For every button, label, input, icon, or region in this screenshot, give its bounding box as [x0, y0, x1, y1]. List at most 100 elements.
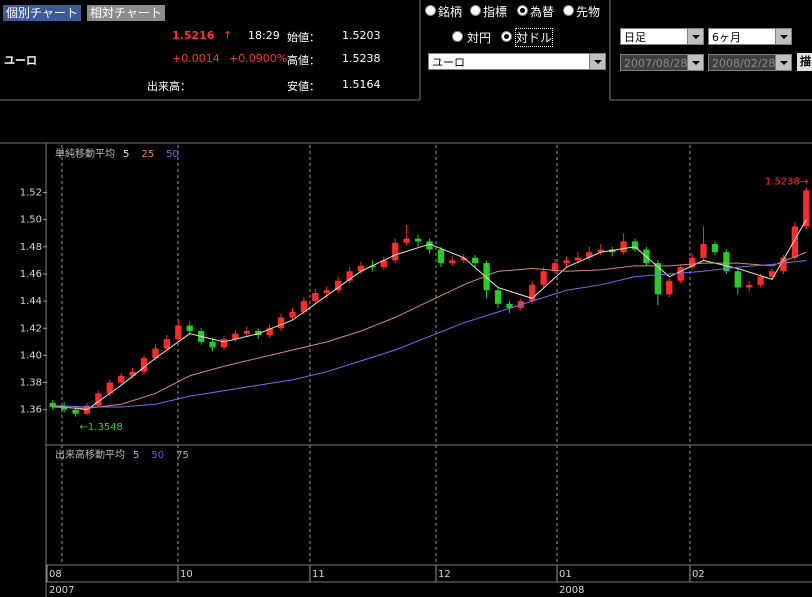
y-tick-label: 1.46	[20, 269, 42, 280]
candle-body	[620, 241, 627, 253]
candle-body	[335, 280, 342, 291]
change-pct: +0.0900%	[229, 52, 288, 65]
candle-body	[734, 271, 741, 288]
value: 1.5238	[342, 52, 381, 65]
candle-body	[540, 271, 547, 285]
tab[interactable]: 相対チャート	[87, 5, 165, 21]
dropdown-button[interactable]	[775, 29, 791, 44]
candle-body	[414, 238, 422, 242]
moving-average-line	[52, 219, 807, 411]
radio-label[interactable]: 対ドル	[514, 28, 554, 47]
date-text: 2008/02/28	[712, 57, 776, 70]
x-tick-label: 10	[180, 569, 193, 580]
radio-label[interactable]: 対円	[467, 31, 492, 45]
low-label: ←1.3548	[80, 422, 123, 433]
candle-body	[483, 263, 490, 291]
radio-button[interactable]	[563, 5, 574, 16]
candle-body	[72, 409, 79, 414]
candle-body	[780, 257, 787, 272]
radio-button[interactable]	[501, 31, 512, 42]
dropdown[interactable]: ユーロ	[428, 53, 606, 70]
tab[interactable]: 個別チャート	[3, 5, 81, 21]
candle-body	[118, 375, 125, 383]
date-input: 2007/08/28	[620, 54, 704, 71]
candle-body	[597, 249, 604, 253]
candle-body	[129, 371, 136, 376]
dropdown[interactable]: 6ヶ月	[708, 28, 792, 45]
dropdown-text: 6ヶ月	[712, 31, 741, 44]
candle-body	[60, 406, 68, 410]
candle-body	[392, 242, 399, 261]
value: 1.5164	[342, 78, 381, 91]
candle-body	[723, 252, 730, 272]
x-tick-label: 12	[438, 569, 451, 580]
radio-button[interactable]	[452, 31, 463, 42]
candle-body	[277, 317, 285, 329]
instrument-name: ユーロ	[4, 54, 37, 67]
candle-body	[300, 301, 308, 312]
moving-average-line	[52, 259, 807, 408]
y-tick-label: 1.40	[20, 350, 42, 361]
candle-body	[529, 284, 536, 302]
legend-entry: 75	[176, 450, 189, 461]
candle-body	[243, 330, 250, 334]
candle-body	[506, 303, 513, 308]
dropdown[interactable]: 日足	[620, 28, 704, 45]
legend-entry: 50	[151, 450, 164, 461]
candle-body	[232, 333, 239, 340]
candle-body	[255, 330, 262, 336]
candle-body	[472, 257, 479, 264]
candle-body	[209, 341, 216, 348]
candle-body	[312, 292, 319, 302]
candle-body	[175, 325, 182, 340]
radio-label[interactable]: 為替	[530, 5, 555, 19]
radio-button[interactable]	[470, 5, 481, 16]
x-tick-label: 11	[312, 569, 325, 580]
dropdown-button[interactable]	[589, 54, 605, 69]
year-label: 2008	[559, 585, 584, 596]
radio-label[interactable]: 先物	[576, 5, 601, 19]
y-tick-label: 1.52	[20, 188, 42, 199]
legend-entry: 50	[166, 149, 179, 160]
legend-entry: 5	[133, 450, 139, 461]
radio-button[interactable]	[425, 5, 436, 16]
dropdown-button[interactable]	[687, 29, 703, 44]
candle-body	[791, 226, 799, 258]
label: 高値：	[287, 54, 320, 67]
moving-average-line	[52, 251, 807, 409]
draw-button[interactable]: 描	[797, 53, 812, 71]
legend-entry: 25	[141, 149, 154, 160]
candle-body	[186, 325, 193, 331]
candle-body	[803, 190, 810, 227]
price: 1.5216	[172, 29, 215, 42]
radio-label[interactable]: 指標	[483, 5, 508, 19]
y-tick-label: 1.42	[20, 323, 42, 334]
legend-title: 単純移動平均	[55, 147, 115, 160]
candle-body	[711, 244, 719, 253]
radio-button[interactable]	[517, 5, 528, 16]
candle-body	[323, 290, 330, 293]
date-input: 2008/02/28	[708, 54, 792, 71]
label: 出来高：	[147, 80, 191, 93]
high-label: 1.5238→	[765, 176, 808, 187]
dropdown-button	[687, 55, 703, 70]
candle-body	[551, 263, 559, 272]
radio-label[interactable]: 銘柄	[438, 5, 463, 19]
candle-body	[746, 284, 753, 288]
candle-body	[95, 393, 102, 406]
candle-body	[426, 241, 433, 250]
legend-entry: 5	[123, 149, 129, 160]
candle-body	[768, 271, 776, 277]
label: 安値：	[287, 80, 320, 93]
y-tick-label: 1.44	[20, 296, 42, 307]
value: 1.5203	[342, 29, 381, 42]
candle-body	[677, 267, 684, 281]
candle-body	[140, 358, 148, 372]
candle-body	[49, 402, 56, 407]
date-text: 2007/08/28	[624, 57, 688, 70]
candle-body	[574, 257, 582, 261]
candle-body	[403, 238, 410, 243]
x-tick-label: 08	[49, 569, 62, 580]
candle-body	[757, 276, 764, 285]
